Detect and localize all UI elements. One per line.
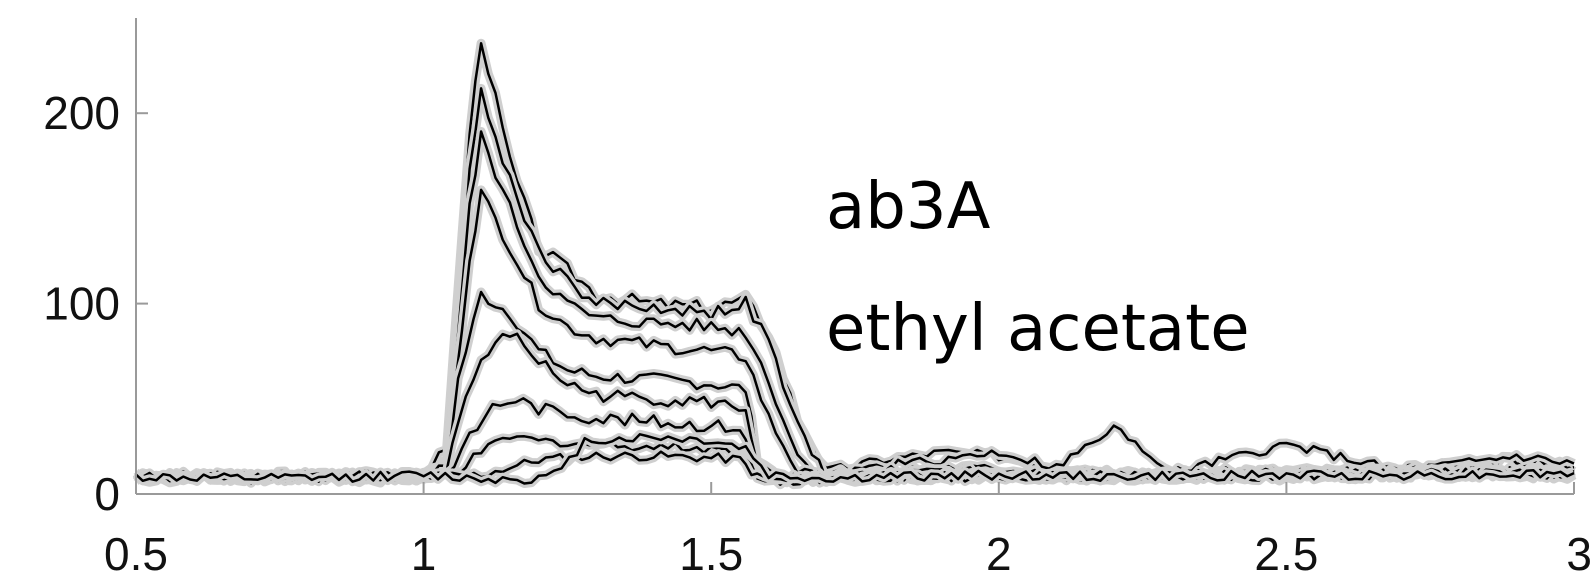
series-line-1 xyxy=(135,42,1575,483)
axes xyxy=(135,18,1574,495)
y-tick-label: 0 xyxy=(94,468,120,520)
y-tick-label: 200 xyxy=(43,87,120,139)
annotation-odorant: ethyl acetate xyxy=(826,292,1250,366)
x-tick-label: 2 xyxy=(986,528,1012,580)
annotation-sensillum: ab3A xyxy=(826,170,991,244)
series-lines xyxy=(132,38,1577,490)
x-tick-label: 1 xyxy=(411,528,437,580)
series-line-2 xyxy=(135,87,1575,485)
y-tick-label: 100 xyxy=(43,278,120,330)
x-tick-label: 1.5 xyxy=(679,528,743,580)
x-tick-label: 3 xyxy=(1566,528,1592,580)
x-ticks: 0.5 1 1.5 2 2.5 3 xyxy=(104,482,1592,580)
x-tick-label: 2.5 xyxy=(1254,528,1318,580)
y-ticks: 0 100 200 xyxy=(43,87,148,520)
series-line-10 xyxy=(135,433,1575,485)
x-tick-label: 0.5 xyxy=(104,528,168,580)
series-halo-1 xyxy=(132,38,1577,486)
series-halo-2 xyxy=(132,83,1575,488)
